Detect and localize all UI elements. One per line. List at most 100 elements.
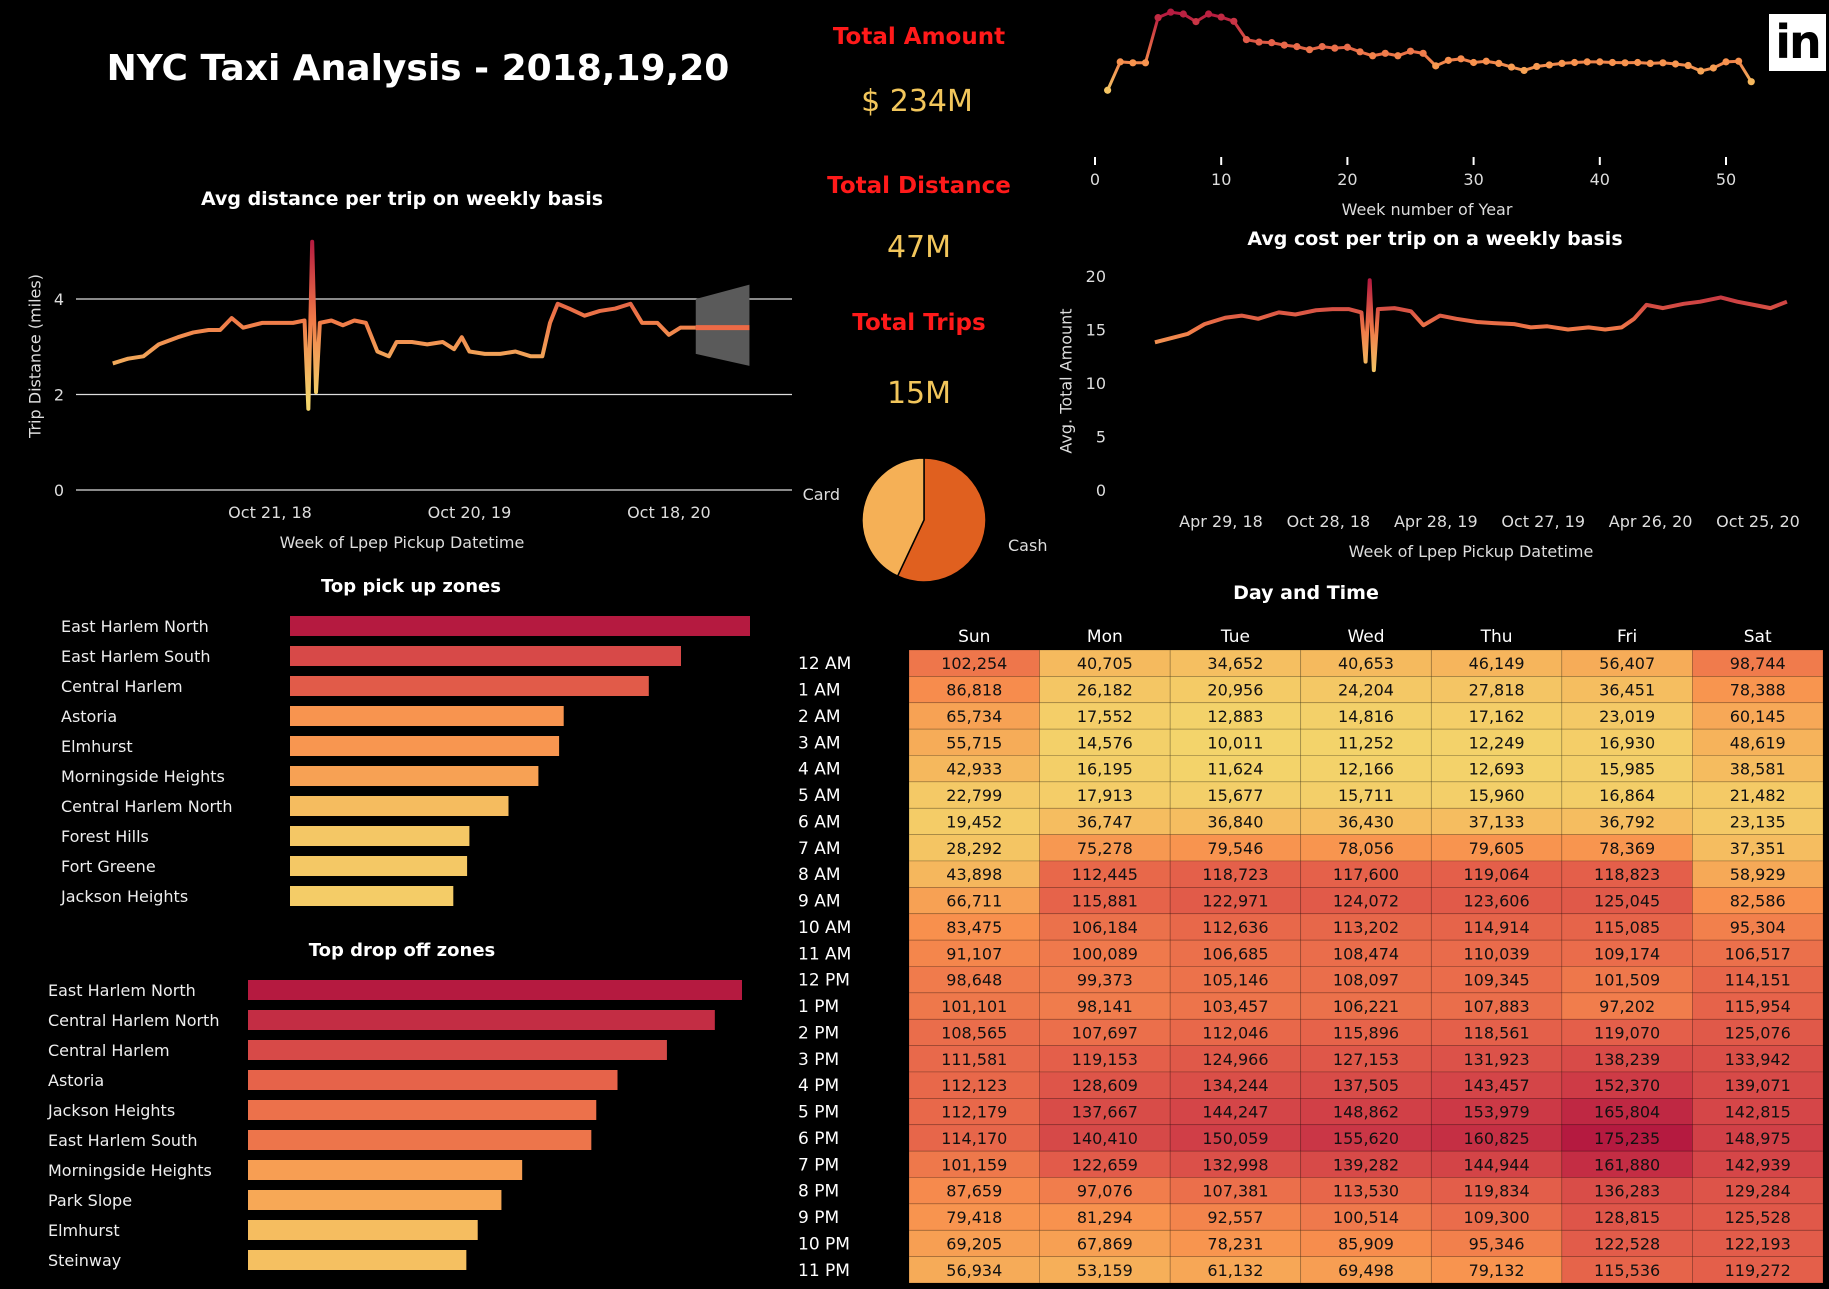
heatmap-cell (1430, 1177, 1563, 1205)
heatmap-cell-value: 38,581 (1730, 760, 1786, 779)
linkedin-icon[interactable]: in (1769, 14, 1826, 71)
heatmap-cell (1561, 1150, 1693, 1178)
heatmap-cell (1300, 1098, 1432, 1126)
heatmap-cell-value: 97,076 (1077, 1182, 1133, 1201)
heatmap-cell-value: 114,914 (1463, 918, 1529, 937)
heatmap-cell-value: 112,445 (1072, 865, 1138, 884)
y-tick-label: 15 (1086, 321, 1106, 340)
heatmap-cell (1430, 1150, 1563, 1178)
bar (248, 1040, 667, 1060)
weekly-point (1394, 52, 1402, 60)
heatmap-cell-value: 115,085 (1594, 918, 1660, 937)
heatmap-row-label: 12 AM (798, 654, 851, 674)
bar (290, 676, 649, 696)
heatmap-cell-value: 78,231 (1207, 1234, 1263, 1253)
heatmap-cell (1300, 1150, 1432, 1178)
heatmap-cell (1300, 887, 1432, 915)
weekly-point (1558, 59, 1566, 67)
heatmap-cell-value: 37,133 (1469, 812, 1525, 831)
heatmap-cell (1039, 702, 1171, 730)
bar-label: Jackson Heights (47, 1101, 175, 1120)
heatmap-cell (1692, 676, 1824, 704)
heatmap-cell-value: 61,132 (1207, 1261, 1263, 1280)
weekly-point (1697, 67, 1705, 75)
weekly-point (1709, 64, 1717, 72)
heatmap-cell-value: 27,818 (1469, 681, 1525, 700)
heatmap-cell-value: 108,474 (1333, 944, 1399, 963)
heatmap-cell-value: 106,221 (1333, 997, 1399, 1016)
heatmap-cell-value: 122,528 (1594, 1234, 1660, 1253)
weekly-point (1634, 58, 1642, 67)
heatmap-cell-value: 144,944 (1463, 1155, 1529, 1174)
heatmap-cell-value: 37,351 (1730, 839, 1786, 858)
heatmap-cell (1169, 649, 1302, 677)
bar (248, 1220, 478, 1240)
heatmap-cell (1692, 1098, 1824, 1126)
weekly-point (1722, 58, 1730, 66)
weekly-point (1104, 86, 1112, 94)
cost-chart-title: Avg cost per trip on a weekly basis (1247, 228, 1623, 250)
heatmap-cell-value: 148,862 (1333, 1103, 1399, 1122)
heatmap-cell-value: 148,975 (1725, 1129, 1791, 1148)
heatmap-cell (1169, 1071, 1302, 1099)
heatmap-cell (908, 1177, 1040, 1205)
heatmap-row-label: 8 AM (798, 865, 841, 885)
heatmap-cell-value: 108,565 (941, 1023, 1007, 1042)
x-tick-label: Oct 27, 19 (1501, 512, 1585, 531)
weekly-point (1608, 58, 1617, 67)
weekly-series-line (1106, 10, 1753, 91)
bar-label: Elmhurst (61, 737, 133, 756)
weekly-point (1747, 78, 1755, 86)
heatmap-cell (908, 1045, 1040, 1073)
heatmap-cell-value: 150,059 (1202, 1129, 1268, 1148)
heatmap-cell (1300, 1045, 1432, 1073)
heatmap-cell (908, 781, 1040, 809)
bar-label: Astoria (48, 1071, 104, 1090)
heatmap-cell (1300, 939, 1432, 967)
heatmap-cell-value: 119,272 (1725, 1261, 1791, 1280)
x-tick-label: 50 (1716, 170, 1736, 189)
bar-label: Elmhurst (48, 1221, 120, 1240)
heatmap-cell (1430, 755, 1563, 783)
heatmap-cell (1300, 860, 1432, 888)
heatmap-cell (1169, 676, 1302, 704)
weekly-point (1255, 38, 1263, 46)
bar-label: Forest Hills (61, 827, 149, 846)
kpi-total-amount-label: Total Amount (832, 24, 1006, 50)
kpi-total-trips-value: 15M (886, 376, 952, 411)
heatmap-cell (1561, 939, 1693, 967)
heatmap-cell-value: 122,193 (1725, 1234, 1791, 1253)
heatmap-cell-value: 113,202 (1333, 918, 1399, 937)
distance-x-axis-title: Week of Lpep Pickup Datetime (279, 533, 525, 552)
heatmap-cell (1300, 755, 1432, 783)
heatmap-cell-value: 82,586 (1730, 892, 1786, 911)
heatmap-cell-value: 79,605 (1469, 839, 1525, 858)
distance-series-line (112, 239, 696, 411)
page-title: NYC Taxi Analysis - 2018,19,20 (106, 48, 730, 89)
heatmap-cell-value: 83,475 (946, 918, 1002, 937)
heatmap-cell-value: 21,482 (1730, 786, 1786, 805)
heatmap-cell-value: 28,292 (946, 839, 1002, 858)
heatmap-cell-value: 15,985 (1599, 760, 1655, 779)
heatmap-cell (1039, 1150, 1171, 1178)
heatmap-cell (1039, 966, 1171, 994)
heatmap-cell-value: 75,278 (1077, 839, 1133, 858)
heatmap-cell (1169, 992, 1302, 1020)
heatmap-cell-value: 143,457 (1463, 1076, 1529, 1095)
heatmap-cell (1692, 807, 1824, 835)
heatmap-cell-value: 139,071 (1725, 1076, 1791, 1095)
weekly-point (1533, 62, 1541, 71)
heatmap-cell-value: 66,711 (946, 892, 1002, 911)
y-tick-label: 0 (54, 481, 64, 500)
heatmap-title: Day and Time (1233, 582, 1379, 604)
x-tick-label: 20 (1337, 170, 1357, 189)
bar (248, 1160, 523, 1180)
kpi-total-distance-value: 47M (886, 230, 952, 265)
weekly-point (1381, 49, 1389, 57)
heatmap-cell (1300, 834, 1432, 862)
heatmap-cell (1300, 913, 1432, 941)
heatmap-row-label: 12 PM (798, 971, 850, 991)
heatmap-cell-value: 124,072 (1333, 892, 1399, 911)
bar-label: East Harlem South (48, 1131, 197, 1150)
